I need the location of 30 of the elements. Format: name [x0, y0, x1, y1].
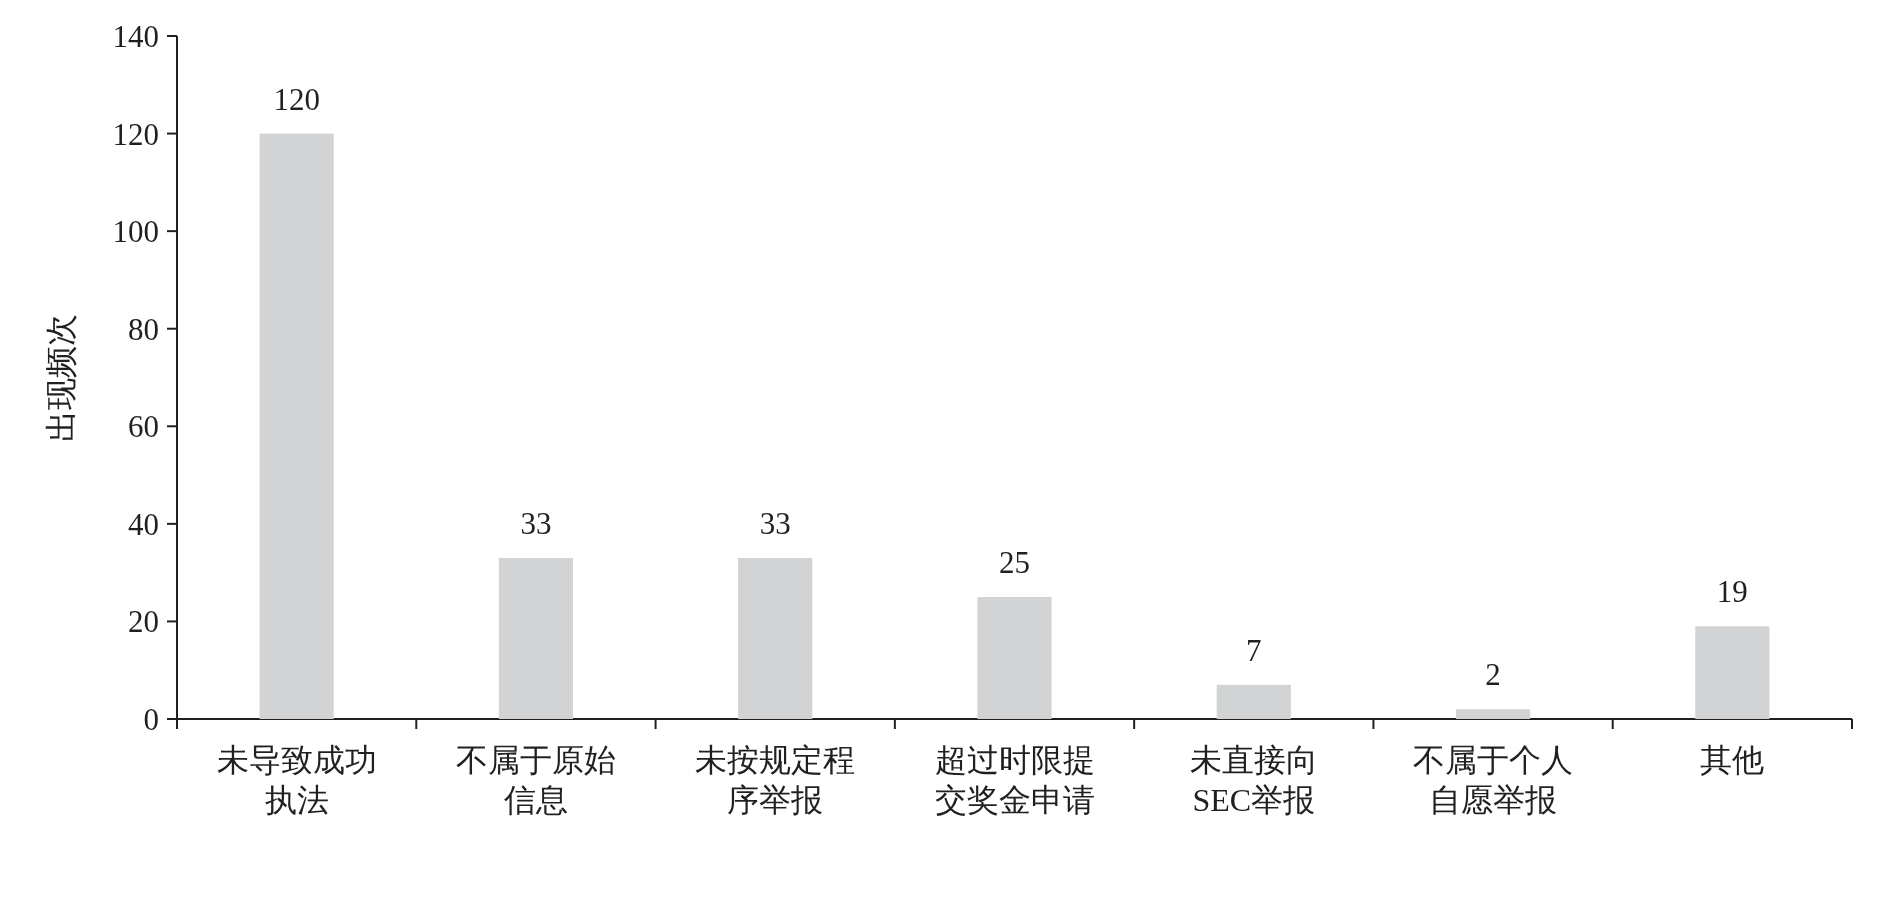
data-label: 25 — [999, 545, 1030, 581]
data-label: 19 — [1716, 574, 1748, 610]
bar — [498, 558, 574, 719]
y-tick-label: 100 — [112, 214, 159, 250]
y-axis-title: 出现频次 — [43, 313, 79, 442]
bar — [1455, 709, 1531, 719]
bar — [1216, 684, 1291, 719]
data-label: 7 — [1246, 632, 1262, 668]
x-tick-label: 其他 — [1700, 742, 1765, 778]
bar — [1695, 626, 1770, 719]
data-label: 2 — [1485, 657, 1501, 693]
x-tick-label: 未直接向SEC举报 — [1189, 742, 1318, 818]
y-tick-label: 0 — [143, 702, 159, 737]
y-tick-label: 80 — [128, 311, 159, 347]
x-tick-label: 超过时限提交奖金申请 — [934, 742, 1095, 818]
data-label: 120 — [273, 81, 320, 117]
y-tick-label: 40 — [128, 506, 159, 542]
x-tick-label: 未按规定程序举报 — [695, 742, 856, 818]
y-tick-label: 20 — [128, 604, 159, 640]
y-tick-label: 120 — [112, 116, 159, 152]
x-tick-label: 未导致成功执法 — [216, 742, 377, 818]
y-tick-label: 140 — [112, 19, 159, 54]
data-label: 33 — [520, 506, 552, 542]
bar — [977, 597, 1052, 719]
data-label: 33 — [759, 506, 791, 542]
x-tick-label: 不属于原始信息 — [455, 742, 616, 818]
x-tick-label: 不属于个人自愿举报 — [1413, 742, 1574, 818]
bar — [259, 133, 334, 719]
y-tick-label: 60 — [128, 409, 159, 445]
bar — [738, 558, 813, 719]
